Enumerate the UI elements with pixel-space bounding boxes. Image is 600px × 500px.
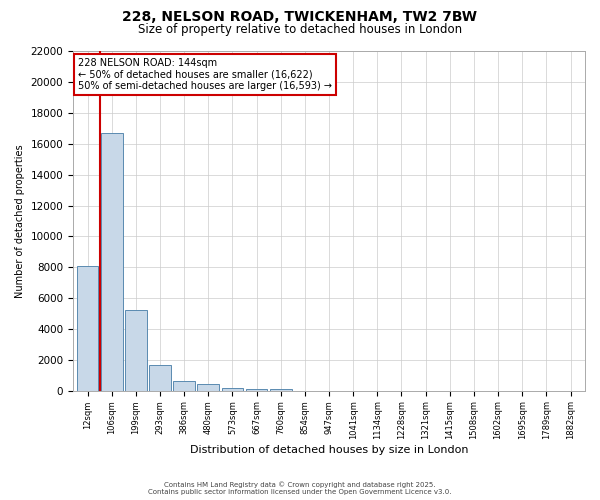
Bar xyxy=(149,365,171,390)
Text: Contains HM Land Registry data © Crown copyright and database right 2025.
Contai: Contains HM Land Registry data © Crown c… xyxy=(148,482,452,495)
Bar xyxy=(77,266,98,390)
X-axis label: Distribution of detached houses by size in London: Distribution of detached houses by size … xyxy=(190,445,468,455)
Bar xyxy=(197,384,219,390)
Text: 228 NELSON ROAD: 144sqm
← 50% of detached houses are smaller (16,622)
50% of sem: 228 NELSON ROAD: 144sqm ← 50% of detache… xyxy=(78,58,332,92)
Y-axis label: Number of detached properties: Number of detached properties xyxy=(15,144,25,298)
Bar xyxy=(221,388,243,390)
Bar xyxy=(173,382,195,390)
Text: 228, NELSON ROAD, TWICKENHAM, TW2 7BW: 228, NELSON ROAD, TWICKENHAM, TW2 7BW xyxy=(122,10,478,24)
Bar xyxy=(101,133,122,390)
Bar xyxy=(125,310,146,390)
Bar xyxy=(245,388,268,390)
Text: Size of property relative to detached houses in London: Size of property relative to detached ho… xyxy=(138,22,462,36)
